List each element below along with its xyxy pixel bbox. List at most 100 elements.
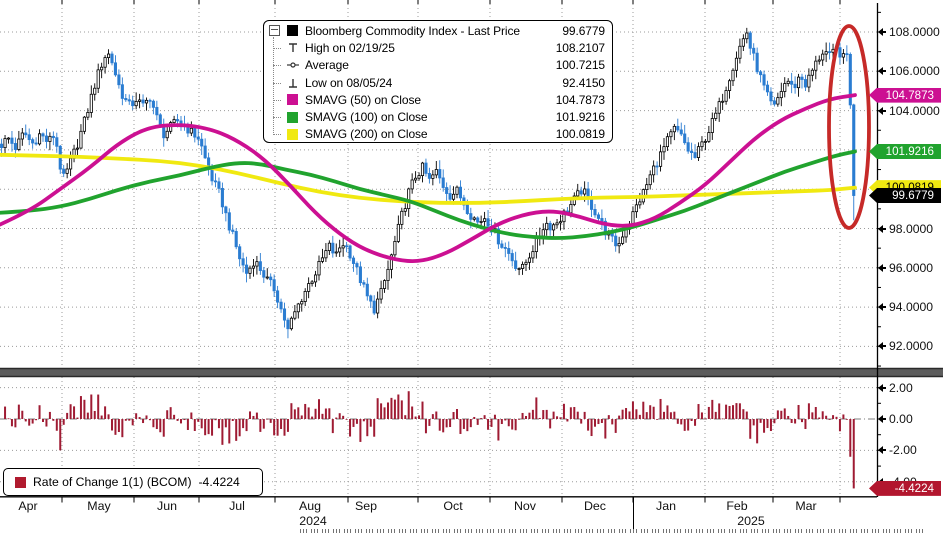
candle [759,69,763,83]
legend-row-last-price[interactable]: Bloomberg Commodity Index - Last Price 99… [269,22,605,39]
candle [600,209,604,230]
candle [810,68,814,82]
roc-bar [352,419,355,427]
roc-bar [573,407,576,419]
year-separator-line [633,497,634,529]
candle [748,31,752,55]
roc-bar [514,419,517,431]
roc-bar [842,414,845,419]
candle [821,49,825,66]
candle [455,185,459,199]
roc-bar [590,419,593,437]
legend-row-sma50[interactable]: SMAVG (50) on Close 104.7873 [270,91,605,108]
roc-bar [59,419,62,451]
roc-bar [400,400,403,419]
candle [396,215,400,244]
roc-bar [186,419,189,430]
legend-row-sma200[interactable]: SMAVG (200) on Close 100.0819 [270,126,605,143]
candle [62,164,66,178]
candle [517,267,521,276]
roc-bar [45,419,48,427]
roc-bar [759,419,762,423]
legend-tree-dash [273,117,281,119]
panel-separator[interactable] [0,368,943,377]
candle [741,34,745,52]
roc-legend[interactable]: Rate of Change 1(1) (BCOM) -4.4224 [3,468,263,496]
roc-bar [459,419,462,434]
candle [848,52,852,109]
candle [648,170,652,190]
roc-bar [21,410,24,419]
roc-bar [138,417,141,419]
candle [779,82,783,107]
roc-bar [273,419,276,436]
candle [496,224,500,249]
legend-row-low[interactable]: Low on 08/05/24 92.4150 [270,74,605,91]
legend-tree-dash [273,82,281,84]
candle [710,112,714,140]
candle [790,72,794,94]
roc-bar [214,419,217,421]
candle [762,70,766,91]
candle [320,248,324,264]
roc-bar [663,411,665,419]
roc-bar [69,404,72,419]
tick-arrow-icon [878,415,883,423]
candle [72,144,76,163]
candle [272,274,276,297]
candle [776,92,780,107]
average-marker-icon [287,62,299,68]
roc-bar [428,419,431,426]
candle [797,73,801,97]
candle [269,273,273,287]
sma-50-line [0,93,857,264]
candle [86,108,90,121]
candle [817,55,821,65]
roc-bar [76,417,79,419]
candle [231,224,235,235]
roc-bar [511,419,514,430]
roc-bar [180,419,182,424]
candle [134,92,138,110]
legend-row-sma100[interactable]: SMAVG (100) on Close 101.9216 [270,108,605,125]
roc-bar [652,406,655,419]
candle [410,173,414,194]
roc-bar [107,414,110,419]
roc-bar [431,414,434,419]
sma-100-line [0,149,857,240]
candle [255,255,259,275]
roc-bar [818,417,821,419]
roc-bar [597,419,600,425]
candle [717,97,721,122]
roc-bar [286,419,289,432]
candle [458,180,462,205]
roc-bar [4,406,7,419]
x-axis-month-label: Oct [443,499,463,513]
roc-bar [293,409,296,419]
legend-row-average[interactable]: Average 100.7215 [270,57,605,74]
candle [89,85,93,118]
roc-bar [749,419,752,439]
roc-series-swatch [15,476,26,488]
roc-bar [224,419,227,428]
roc-bar [142,419,145,424]
candle [503,242,507,258]
roc-bar [725,404,728,419]
roc-bar [845,419,848,420]
candle [690,142,694,160]
candle [189,121,193,137]
candle [65,163,69,179]
roc-bar [538,417,541,419]
candle [27,128,31,146]
y-axis-price-label: 94.0000 [878,300,933,314]
roc-bar [128,419,131,421]
roc-bar [828,419,831,420]
roc-bar [97,394,100,419]
legend-expander-icon[interactable] [269,25,280,36]
candle [734,51,738,78]
tick-arrow-tail [883,31,886,33]
legend-label: Average [305,58,349,73]
roc-bar [787,415,790,419]
legend-row-high[interactable]: High on 02/19/25 108.2107 [270,39,605,56]
